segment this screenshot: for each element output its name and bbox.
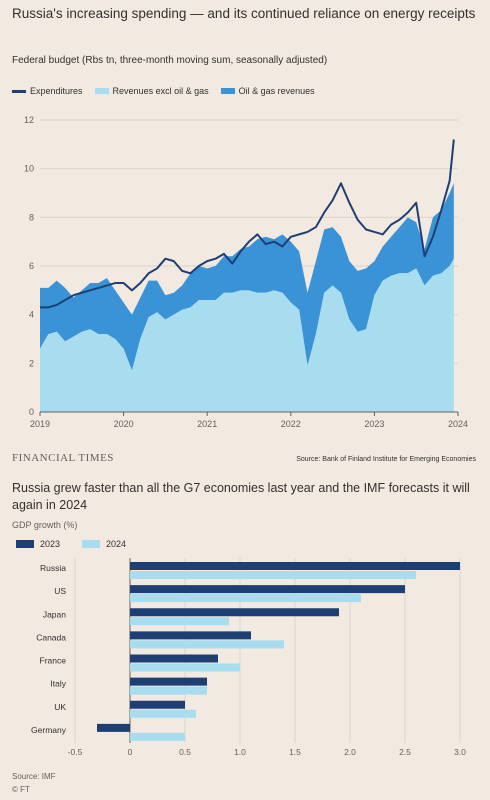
legend-label-revenues-excl: Revenues excl oil & gas — [112, 86, 209, 96]
bar-2023-japan — [130, 608, 339, 617]
legend-swatch-revenues-excl — [94, 88, 109, 94]
category-label: Japan — [43, 609, 66, 619]
gdp-bar-chart: -0.5 0 0.5 1.0 1.5 2.0 2.5 3.0 Russia US Japan Cana… — [31, 558, 466, 757]
series-expenditures-line — [40, 139, 455, 309]
chart2-legend: 2023 2024 — [16, 539, 148, 549]
chart2-copyright: © FT — [12, 785, 30, 794]
y-tick-label: 0 — [29, 407, 34, 417]
y-tick-label: 8 — [29, 212, 34, 222]
category-label: Canada — [36, 632, 66, 642]
x-tick-label: -0.5 — [68, 747, 83, 757]
y-tick-label: 4 — [29, 310, 34, 320]
bar-2023-france — [130, 654, 218, 663]
x-tick-label: 2.5 — [399, 747, 411, 757]
x-tick-label: 1.5 — [289, 747, 301, 757]
category-label: US — [54, 586, 66, 596]
x-tick-label: 2023 — [364, 419, 384, 429]
bar-2024-france — [130, 663, 240, 672]
x-tick-label: 2020 — [114, 419, 134, 429]
legend-label-2023: 2023 — [40, 539, 61, 549]
chart2-title: Russia grew faster than all the G7 econo… — [12, 481, 470, 512]
bar-2024-canada — [130, 640, 284, 649]
chart2-subtitle: GDP growth (%) — [12, 520, 78, 530]
category-label: Italy — [50, 679, 66, 689]
x-tick-label: 1.0 — [234, 747, 246, 757]
x-tick-label: 2019 — [30, 419, 50, 429]
x-tick-label: 2021 — [197, 419, 217, 429]
legend-label-oil-gas: Oil & gas revenues — [238, 86, 315, 96]
chart1-legend: Expenditures Revenues excl oil & gas Oil… — [12, 86, 327, 96]
category-label: France — [40, 656, 67, 666]
ft-logo: FINANCIAL TIMES — [12, 452, 114, 464]
y-tick-label: 6 — [29, 261, 34, 271]
bar-2023-us — [130, 585, 405, 594]
legend-item-oil-gas: Oil & gas revenues — [220, 86, 315, 96]
bar-2023-canada — [130, 631, 251, 640]
budget-area-chart: 0 2 4 6 8 10 12 2019 2020 2021 2022 2023 2024 — [24, 115, 468, 429]
x-tick-label: 0.5 — [179, 747, 191, 757]
legend-swatch-2024 — [82, 540, 101, 548]
bar-2024-germany — [130, 732, 185, 741]
legend-swatch-2023 — [16, 540, 34, 548]
legend-swatch-oil-gas — [220, 88, 235, 94]
legend-item-expenditures: Expenditures — [12, 86, 83, 96]
series-oil-gas-area — [40, 183, 454, 371]
category-label: Russia — [40, 563, 66, 573]
legend-item-revenues-excl: Revenues excl oil & gas — [94, 86, 209, 96]
x-tick-label: 2.0 — [344, 747, 356, 757]
chart1-title: Russia's increasing spending — and its c… — [12, 6, 476, 21]
bar-2023-russia — [130, 562, 460, 570]
bar-2024-uk — [130, 709, 196, 718]
chart1-subtitle: Federal budget (Rbs tn, three-month movi… — [12, 55, 328, 66]
legend-item-2024: 2024 — [82, 539, 126, 549]
x-tick-label: 3.0 — [454, 747, 466, 757]
x-tick-label: 2022 — [281, 419, 301, 429]
chart1-source: Source: Bank of Finland Institute for Em… — [296, 456, 476, 463]
bar-2024-us — [130, 594, 361, 603]
x-tick-label: 0 — [128, 747, 133, 757]
bar-2024-italy — [130, 686, 207, 695]
bar-2024-japan — [130, 617, 229, 626]
bar-2023-uk — [130, 700, 185, 709]
category-label: UK — [54, 702, 66, 712]
series-revenues-excl-area — [40, 258, 454, 412]
bar-2024-russia — [130, 571, 416, 579]
y-tick-label: 2 — [29, 358, 34, 368]
legend-label-2024: 2024 — [106, 539, 127, 549]
bar-2023-italy — [130, 677, 207, 686]
y-tick-label: 10 — [24, 164, 34, 174]
category-label: Germany — [31, 725, 67, 735]
legend-item-2023: 2023 — [16, 539, 60, 549]
legend-label-expenditures: Expenditures — [30, 86, 83, 96]
y-tick-label: 12 — [24, 115, 34, 125]
bar-2023-germany — [97, 723, 130, 732]
legend-swatch-expenditures — [12, 89, 26, 93]
x-tick-label: 2024 — [448, 419, 468, 429]
chart2-source: Source: IMF — [12, 772, 56, 781]
